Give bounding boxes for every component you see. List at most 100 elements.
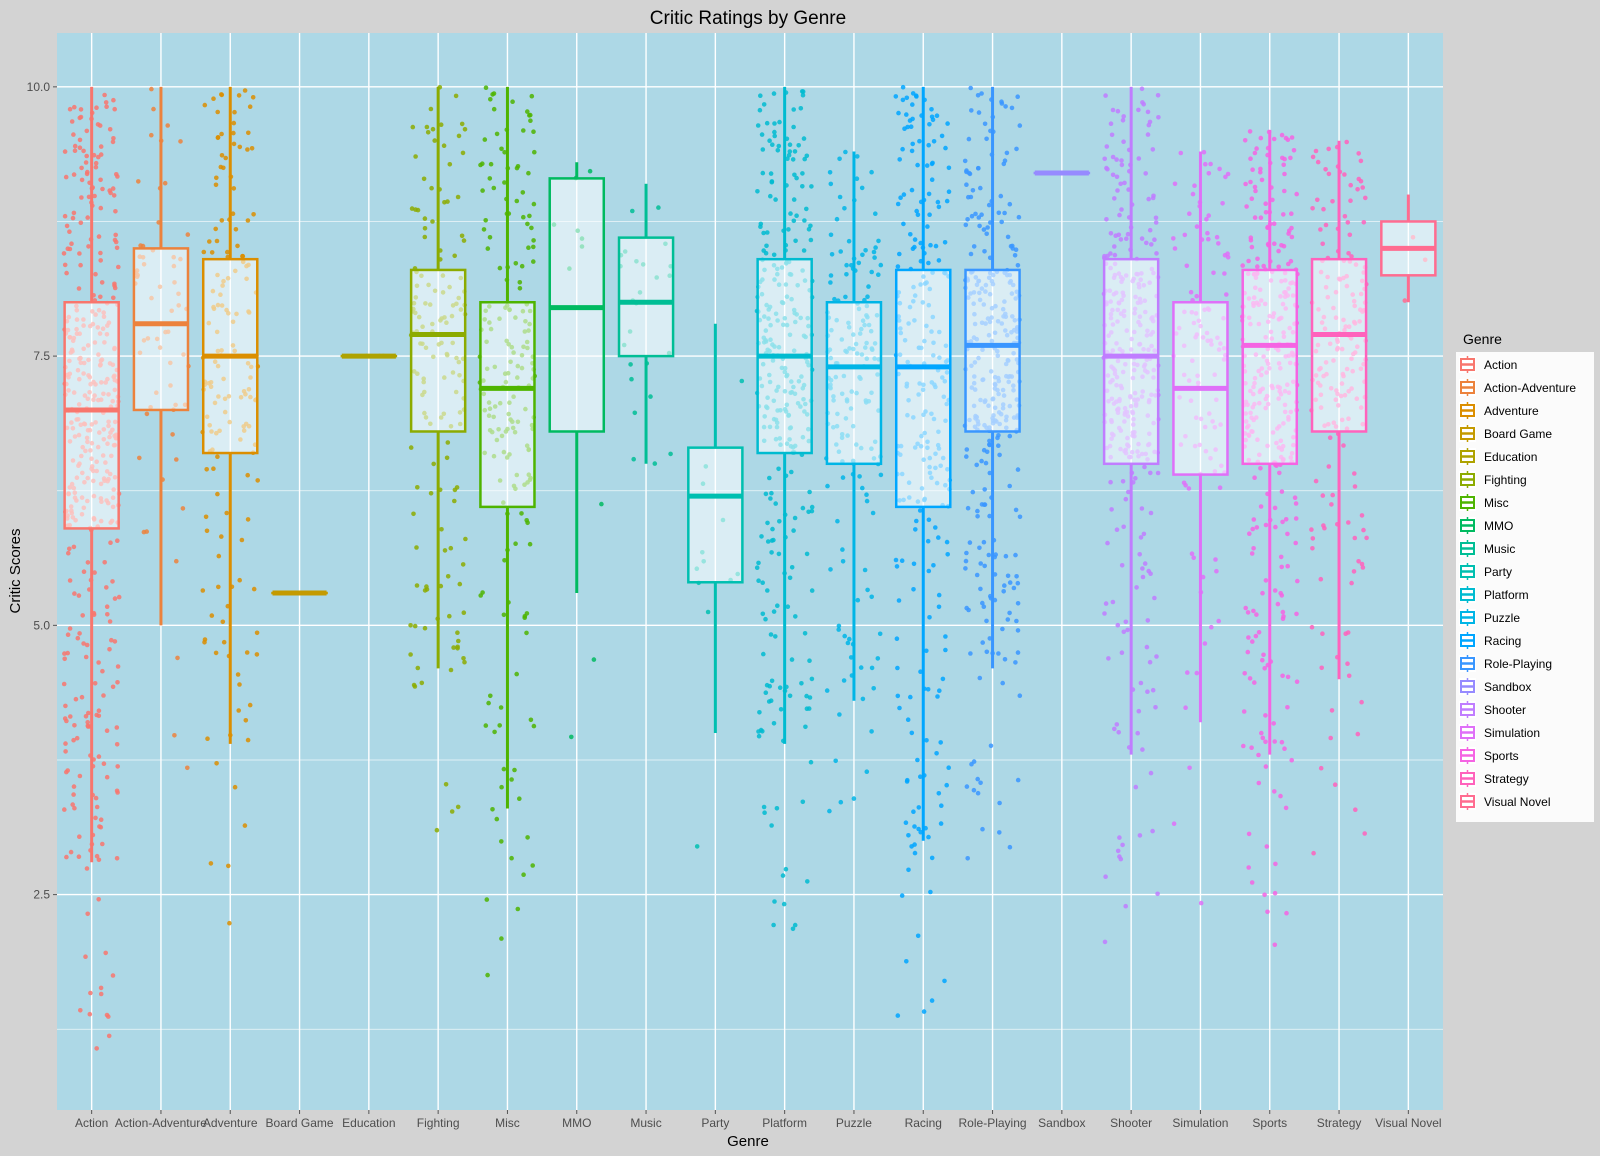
jitter-point [1272,890,1278,896]
jitter-point [1123,903,1128,909]
jitter-point [1007,201,1013,207]
jitter-point [790,926,796,932]
jitter-point [1246,635,1251,640]
jitter-point [481,227,487,232]
jitter-point [997,800,1002,806]
jitter-point [974,572,980,578]
jitter-point [772,899,777,904]
axes: 2.5 5.0 7.5 10.0 Action Action-AdventureAdven… [27,80,1442,1130]
jitter-point [415,207,421,213]
boxes [63,86,1437,863]
jitter-point [629,376,634,382]
jitter-point [1248,237,1254,243]
jitter-point [1102,939,1108,945]
jitter-point [780,873,786,878]
jitter-point [767,475,772,481]
jitter-point [1140,574,1146,580]
jitter-point [242,88,248,93]
jitter-point [78,107,84,112]
jitter-point [1256,752,1261,758]
jitter-point [806,227,812,232]
jitter-point [115,664,121,669]
jitter-point [1272,942,1278,948]
jitter-point [1258,135,1264,141]
jitter-point [441,143,447,148]
jitter-point [1116,232,1122,238]
jitter-point [136,179,141,184]
jitter-point [237,144,243,150]
legend-background [1456,352,1594,822]
jitter-point [69,241,74,246]
jitter-point [1191,555,1196,561]
jitter-point [911,809,916,814]
jitter-point [425,130,431,135]
jitter-point [72,591,77,596]
jitter-point [836,627,841,632]
jitter-point [801,248,807,253]
jitter-point [871,249,877,255]
jitter-point [1246,258,1251,264]
jitter-point [1112,252,1118,258]
jitter-point [791,107,796,112]
jitter-point [1137,552,1142,557]
jitter-point [769,179,775,184]
jitter-point [769,678,775,684]
jitter-point [1251,546,1256,551]
x-tick-label: Shooter [1110,1116,1152,1130]
jitter-point [982,249,987,254]
jitter-point [769,823,774,828]
box-action-adventure [132,86,190,626]
jitter-point [526,170,531,176]
x-tick-label: Simulation [1172,1116,1228,1130]
jitter-point [759,534,764,539]
jitter-point [1102,611,1107,616]
jitter-point [1330,492,1335,498]
jitter-point [761,230,766,236]
jitter-point [1005,573,1011,579]
jitter-point [254,652,260,657]
jitter-point [1104,217,1109,222]
jitter-point [771,537,776,543]
jitter-point [1253,188,1258,194]
jitter-point [764,120,770,126]
jitter-point [773,197,778,202]
jitter-point [803,724,808,730]
jitter-point [758,221,764,227]
jitter-point [71,544,77,550]
jitter-point [1103,601,1109,606]
jitter-point [1172,181,1178,187]
jitter-point [1318,227,1323,232]
jitter-point [408,652,413,657]
jitter-point [76,286,82,291]
jitter-point [1261,263,1266,269]
jitter-point [111,136,116,141]
jitter-point [988,743,994,749]
jitter-point [94,804,100,810]
jitter-point [1344,139,1349,145]
jitter-point [926,142,931,148]
jitter-point [931,139,937,144]
jitter-point [415,665,421,671]
jitter-point [1252,680,1257,685]
jitter-point [174,558,179,564]
jitter-point [1282,188,1287,194]
jitter-point [846,238,852,244]
jitter-point [863,248,868,253]
jitter-point [1140,100,1145,105]
jitter-point [62,807,67,812]
jitter-point [428,491,434,496]
jitter-point [915,212,921,218]
jitter-point [777,685,783,690]
jitter-point [792,515,798,521]
jitter-point [501,612,507,618]
jitter-point [509,777,514,782]
jitter-point [895,201,901,207]
jitter-point [929,855,935,861]
jitter-point [964,605,969,611]
jitter-point [909,730,915,736]
legend-label: Simulation [1484,726,1540,740]
jitter-point [1359,699,1364,705]
jitter-point [1250,526,1255,532]
jitter-point [860,252,865,258]
jitter-point [1310,546,1315,551]
